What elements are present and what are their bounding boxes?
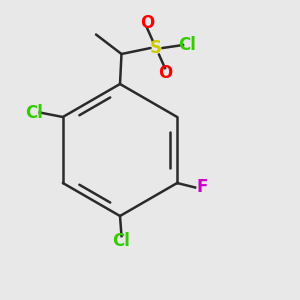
Text: F: F [197, 178, 208, 196]
Text: S: S [150, 39, 162, 57]
Text: Cl: Cl [112, 232, 130, 250]
Text: O: O [158, 64, 172, 82]
Text: Cl: Cl [178, 36, 196, 54]
Text: Cl: Cl [26, 103, 43, 122]
Text: O: O [140, 14, 154, 32]
